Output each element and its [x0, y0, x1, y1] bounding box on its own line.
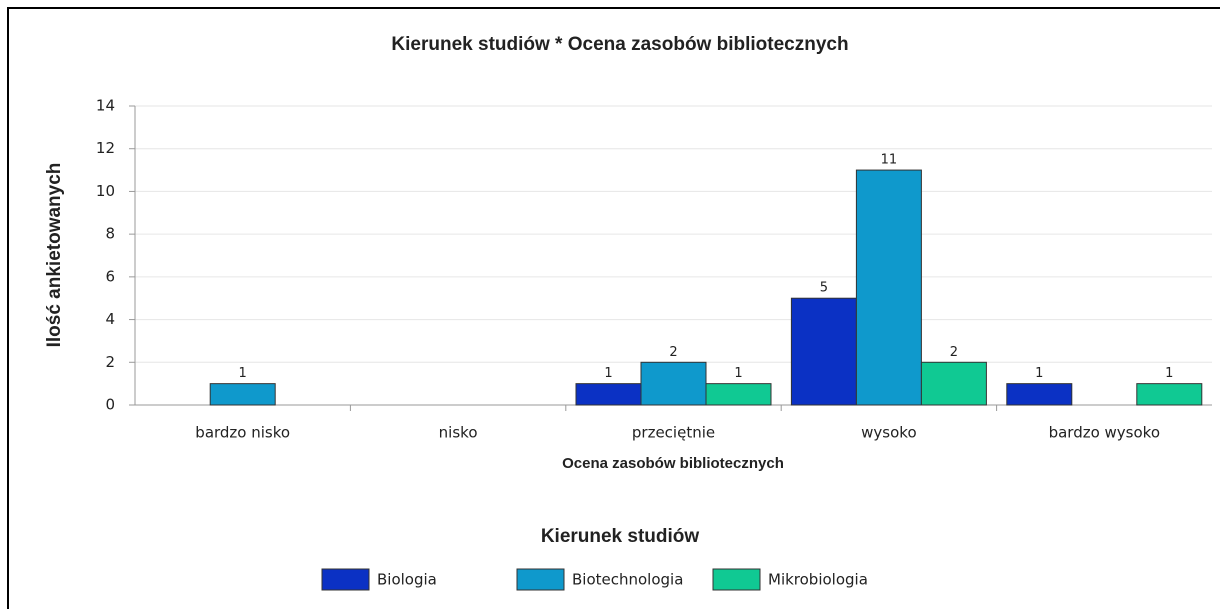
bar — [640, 361, 707, 406]
legend-swatch — [712, 568, 761, 591]
data-label: 1 — [1035, 366, 1043, 381]
data-label: 1 — [734, 366, 742, 381]
legend-label: Biotechnologia — [572, 571, 683, 589]
legend-swatch — [321, 568, 370, 591]
y-tick-label: 4 — [105, 310, 115, 328]
x-tick-label: przeciętnie — [632, 424, 715, 442]
bar — [790, 297, 857, 406]
bar — [1006, 383, 1073, 406]
y-tick-label: 2 — [105, 353, 115, 371]
data-label: 1 — [1165, 366, 1173, 381]
frame — [7, 7, 1220, 609]
chart-title: Kierunek studiów * Ocena zasobów bibliot… — [391, 34, 848, 55]
y-tick-label: 14 — [96, 97, 115, 115]
legend-swatch — [516, 568, 565, 591]
bar — [575, 383, 642, 406]
legend-label: Biologia — [377, 571, 437, 589]
data-label: 1 — [239, 366, 247, 381]
legend-title: Kierunek studiów — [541, 526, 700, 547]
x-axis-label: Ocena zasobów bibliotecznych — [562, 455, 784, 472]
x-tick-label: bardzo wysoko — [1049, 424, 1160, 442]
data-label: 11 — [881, 153, 898, 168]
y-axis-label: Ilość ankietowanych — [44, 163, 65, 348]
bar — [1136, 383, 1203, 406]
y-tick-label: 8 — [105, 225, 115, 243]
y-tick-label: 12 — [96, 139, 115, 157]
x-tick-label: wysoko — [861, 424, 916, 442]
x-tick-label: nisko — [439, 424, 478, 442]
bar — [920, 361, 987, 406]
y-tick-label: 0 — [105, 396, 115, 414]
bar — [855, 169, 922, 406]
data-label: 2 — [950, 345, 958, 360]
bar — [705, 383, 772, 406]
x-tick-label: bardzo nisko — [195, 424, 290, 442]
data-label: 5 — [820, 281, 828, 296]
y-tick-label: 6 — [105, 267, 115, 285]
data-label: 1 — [604, 366, 612, 381]
legend-label: Mikrobiologia — [768, 571, 868, 589]
data-label: 2 — [669, 345, 677, 360]
bar — [209, 383, 276, 406]
y-tick-label: 10 — [96, 182, 115, 200]
